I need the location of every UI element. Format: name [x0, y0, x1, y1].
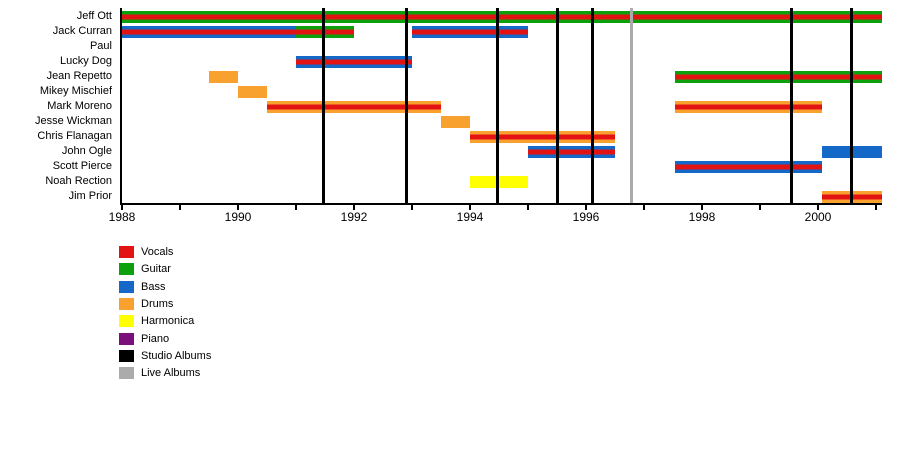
member-bar-segment	[674, 71, 882, 83]
legend-swatch-harmonica	[119, 315, 134, 328]
year-label: 2000	[804, 210, 832, 224]
axis-tick	[585, 205, 587, 210]
member-label: Jean Repetto	[46, 70, 112, 82]
axis-tick	[121, 205, 123, 210]
studio-album-line	[591, 8, 595, 203]
y-axis-line	[120, 8, 122, 203]
legend-label: Vocals	[141, 246, 174, 258]
member-bar-segment	[296, 26, 354, 38]
member-label: Mark Moreno	[47, 100, 112, 112]
x-axis-line	[120, 203, 882, 205]
member-bar-segment	[470, 131, 615, 143]
legend-swatch-piano	[119, 332, 134, 345]
member-label: Paul	[89, 40, 112, 52]
legend-swatch-vocals	[119, 246, 134, 258]
member-label: Mikey Mischief	[39, 85, 112, 97]
member-label: Jack Curran	[52, 25, 112, 37]
member-bar-segment	[441, 116, 470, 128]
axis-tick	[817, 205, 819, 210]
year-label: 1992	[340, 210, 368, 224]
studio-album-line	[555, 8, 559, 203]
legend-swatch-drums	[119, 297, 134, 310]
studio-album-line	[496, 8, 500, 203]
axis-tick	[353, 205, 355, 210]
member-bar-segment	[209, 71, 238, 83]
year-label: 1990	[224, 210, 252, 224]
live-album-line	[629, 8, 633, 203]
axis-tick	[237, 205, 239, 210]
member-bar-segment	[528, 146, 615, 158]
axis-tick	[701, 205, 703, 210]
axis-tick	[295, 205, 297, 210]
legend-label: Harmonica	[141, 315, 195, 328]
member-bar-segment	[296, 56, 412, 68]
member-label: Lucky Dog	[60, 55, 112, 67]
member-bar-segment	[674, 101, 823, 113]
legend-swatch-studio	[119, 349, 134, 362]
member-bar-segment	[238, 86, 267, 98]
axis-tick	[179, 205, 181, 210]
member-label: Jeff Ott	[76, 10, 112, 22]
member-bar-segment	[412, 26, 528, 38]
member-label: Noah Rection	[45, 175, 112, 187]
member-bar-segment	[267, 101, 441, 113]
axis-tick	[643, 205, 645, 210]
year-label: 1998	[688, 210, 716, 224]
member-label: Chris Flanagan	[37, 130, 112, 142]
axis-tick	[759, 205, 761, 210]
studio-album-line	[790, 8, 794, 203]
member-label: Jesse Wickman	[34, 115, 112, 127]
legend-swatch-guitar	[119, 263, 134, 276]
legend-swatch-live	[119, 367, 134, 380]
legend-label: Studio Albums	[141, 349, 212, 362]
axis-tick	[469, 205, 471, 210]
studio-album-line	[321, 8, 325, 203]
legend-label: Live Albums	[141, 367, 201, 380]
axis-tick	[411, 205, 413, 210]
member-bar-segment	[674, 161, 823, 173]
member-bar-segment	[122, 26, 296, 38]
axis-tick	[527, 205, 529, 210]
member-label: John Ogle	[61, 145, 112, 157]
year-label: 1996	[572, 210, 600, 224]
year-label: 1988	[108, 210, 136, 224]
studio-album-line	[405, 8, 409, 203]
studio-album-line	[849, 8, 853, 203]
legend-label: Bass	[141, 280, 166, 293]
member-bar-segment	[122, 11, 882, 23]
axis-tick	[875, 205, 877, 210]
legend-label: Guitar	[141, 263, 171, 276]
legend-label: Drums	[141, 297, 174, 310]
legend-label: Piano	[141, 332, 170, 345]
member-label: Jim Prior	[68, 190, 112, 202]
year-label: 1994	[456, 210, 484, 224]
member-label: Scott Pierce	[52, 160, 112, 172]
legend-swatch-bass	[119, 280, 134, 293]
